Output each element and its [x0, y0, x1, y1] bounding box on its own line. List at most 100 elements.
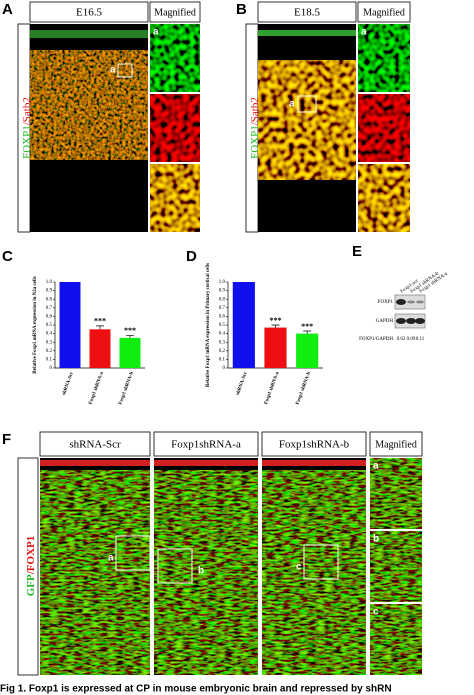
- inset-label: a: [108, 553, 114, 564]
- error-bar: [126, 334, 134, 338]
- ratio-value: 0.62: [397, 337, 406, 342]
- inset-box: [115, 535, 151, 571]
- y-tick-label: 0.9: [46, 289, 53, 294]
- micrograph-texture: [258, 60, 356, 180]
- y-tick-label: 0.5: [46, 323, 53, 328]
- micrograph-texture: [154, 470, 258, 675]
- y-tick-label: 0.3: [219, 340, 226, 345]
- label-box: [257, 1, 357, 23]
- y-tick-label: 1.0: [46, 280, 53, 285]
- bar: [89, 329, 111, 368]
- magnified-label: b: [373, 534, 379, 545]
- y-tick-label: 0.9: [219, 289, 226, 294]
- x-tick-label: Foxp1 shRNA-a: [89, 371, 106, 405]
- magnified-label: c: [373, 607, 379, 618]
- panel-letter: C: [2, 248, 13, 265]
- micrograph-texture: [40, 470, 150, 675]
- y-tick-label: 0.1: [219, 358, 226, 363]
- magnified-image: [358, 24, 410, 92]
- y-axis-label: Relative Foxp1 mRNA expression in N2a ce…: [33, 276, 38, 373]
- band: [416, 300, 424, 304]
- panel-letter: D: [186, 248, 197, 265]
- x-tick-label: Foxp1 shRNA-b: [296, 371, 313, 405]
- ratio-label: FOXP1/GAPDH: [359, 337, 393, 342]
- y-tick-label: 0: [223, 366, 226, 371]
- band: [396, 318, 406, 324]
- stage-label: E16.5: [76, 7, 102, 19]
- y-tick-label: 0.7: [219, 306, 226, 311]
- label-strip: [17, 457, 39, 676]
- stain-label: FOXP1/Satb2: [21, 97, 33, 159]
- y-tick-label: 0.6: [46, 315, 53, 320]
- label-box: [357, 1, 411, 23]
- bar: [232, 282, 255, 368]
- stain-label: FOXP1/Satb2: [249, 97, 261, 159]
- inset-box: [117, 63, 133, 78]
- column-label: Foxp1shRNA-b: [279, 439, 350, 451]
- y-tick-label: 0.3: [46, 340, 53, 345]
- column-label: shRNA-Scr: [69, 439, 121, 451]
- bar: [264, 327, 287, 368]
- band: [415, 318, 425, 324]
- y-tick-label: 0.1: [46, 358, 53, 363]
- inset-label: a: [289, 99, 295, 110]
- inset-box: [157, 548, 193, 584]
- inset-label: b: [198, 566, 204, 577]
- error-bar: [303, 330, 312, 334]
- micrograph-texture: [30, 50, 148, 160]
- band: [406, 318, 416, 324]
- panel-f-columns: shRNA-Scr a Foxp1shRNA-a b Foxp1shRNA-b c Magn…: [39, 431, 423, 675]
- magnified-texture: [370, 531, 422, 602]
- micrograph-band: [40, 460, 150, 466]
- label-box: [39, 431, 151, 457]
- micrograph-band: [262, 460, 366, 466]
- stage-label: E18.5: [294, 7, 320, 19]
- inset-label: a: [110, 65, 116, 76]
- y-tick-label: 0.5: [219, 323, 226, 328]
- label-box: [261, 431, 367, 457]
- band: [396, 299, 406, 305]
- micrograph-texture: [262, 470, 366, 675]
- bar: [296, 333, 319, 368]
- x-tick-label: shRNA-Scr: [236, 371, 249, 396]
- inset-box: [297, 95, 317, 113]
- y-tick-label: 1.0: [219, 280, 226, 285]
- label-box: [149, 1, 201, 23]
- panel-letter: E: [352, 243, 362, 260]
- y-tick-label: 0.4: [219, 332, 226, 337]
- label-box: [29, 1, 149, 23]
- annotation: ***: [124, 326, 136, 335]
- magnified-label: a: [373, 461, 379, 472]
- stain-label: GFP/FOXP1: [25, 536, 37, 597]
- bar: [59, 282, 81, 368]
- magnified-texture: [370, 458, 422, 529]
- y-tick-label: 0.2: [219, 349, 226, 354]
- panel-letter: F: [2, 431, 11, 448]
- magnified-image: [358, 94, 410, 162]
- magnified-label: Magnified: [154, 7, 196, 18]
- y-tick-label: 0.4: [46, 332, 53, 337]
- ratio-value: 0.11: [416, 337, 425, 342]
- micrograph-band: [30, 30, 148, 38]
- magnified-image: [150, 94, 200, 162]
- magnified-label: a: [361, 27, 367, 38]
- magnified-image: [358, 164, 410, 232]
- y-tick-label: 0.8: [219, 297, 226, 302]
- x-tick-label: shRNA-Scr: [62, 371, 75, 396]
- micrograph-band: [258, 30, 356, 36]
- error-bar: [96, 325, 104, 330]
- ratio-value: 0.09: [407, 337, 416, 342]
- row-label: GAPDH: [376, 319, 394, 324]
- error-bar: [271, 324, 280, 328]
- annotation: ***: [301, 322, 313, 331]
- x-tick-label: Foxp1 shRNA-b: [118, 371, 135, 405]
- x-tick-label: Foxp1 shRNA-a: [264, 371, 281, 405]
- panel-letter: A: [2, 1, 13, 18]
- magnified-label: Magnified: [363, 7, 405, 18]
- bar: [119, 337, 141, 368]
- magnified-texture: [370, 604, 422, 675]
- band: [407, 300, 415, 304]
- magnified-label: a: [153, 27, 159, 38]
- y-tick-label: 0.2: [46, 349, 53, 354]
